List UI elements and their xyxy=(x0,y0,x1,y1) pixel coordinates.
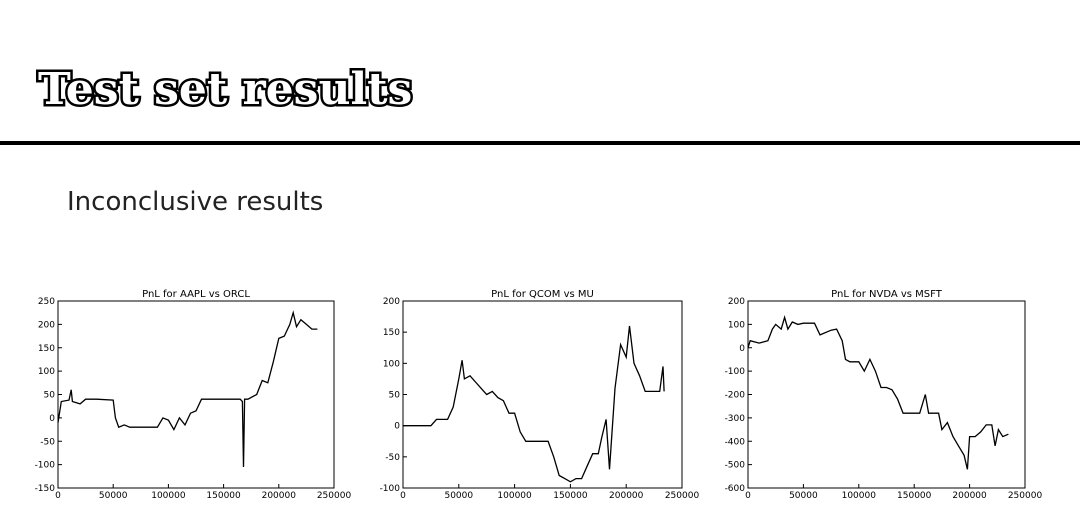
y-tick-label: 200 xyxy=(38,320,55,330)
plot-frame xyxy=(402,300,683,489)
x-tick-label: 50000 xyxy=(789,491,818,501)
y-tick-label: -200 xyxy=(725,391,746,401)
plot-frame xyxy=(747,300,1026,489)
pnl-line xyxy=(403,325,665,483)
x-tick-label: 0 xyxy=(400,491,406,501)
x-tick-label: 150000 xyxy=(206,491,241,501)
x-tick-label: 100000 xyxy=(497,491,532,501)
x-tick-label: 250000 xyxy=(317,491,352,501)
x-tick-label: 250000 xyxy=(1008,491,1043,501)
x-tick-label: 0 xyxy=(55,491,61,501)
slide-title: Test set results xyxy=(38,64,412,115)
y-tick-label: -100 xyxy=(380,484,401,494)
x-tick-label: 100000 xyxy=(151,491,186,501)
x-tick-label: 100000 xyxy=(842,491,877,501)
x-tick-label: 50000 xyxy=(444,491,473,501)
x-tick-label: 200000 xyxy=(609,491,644,501)
y-tick-label: 150 xyxy=(383,328,400,338)
y-tick-label: 200 xyxy=(728,297,745,307)
y-tick-label: 0 xyxy=(739,344,745,354)
y-tick-label: -400 xyxy=(725,437,746,447)
y-tick-label: 100 xyxy=(728,320,745,330)
x-tick-label: 150000 xyxy=(897,491,932,501)
subtitle: Inconclusive results xyxy=(67,187,323,217)
y-tick-label: 150 xyxy=(38,344,55,354)
y-tick-label: -100 xyxy=(725,367,746,377)
y-tick-label: 0 xyxy=(394,422,400,432)
y-tick-label: -150 xyxy=(35,484,56,494)
y-tick-label: -100 xyxy=(35,461,56,471)
y-tick-label: 100 xyxy=(38,367,55,377)
y-tick-label: 50 xyxy=(389,391,401,401)
plot-frame xyxy=(57,300,335,489)
y-tick-label: -600 xyxy=(725,484,746,494)
chart-title: PnL for AAPL vs ORCL xyxy=(142,289,250,300)
chart-title: PnL for QCOM vs MU xyxy=(491,289,594,300)
y-tick-label: 100 xyxy=(383,359,400,369)
y-tick-label: 50 xyxy=(44,391,56,401)
y-tick-label: -300 xyxy=(725,414,746,424)
divider xyxy=(0,141,1080,145)
x-tick-label: 200000 xyxy=(262,491,297,501)
y-tick-label: 0 xyxy=(49,414,55,424)
x-tick-label: 150000 xyxy=(553,491,588,501)
x-tick-label: 250000 xyxy=(665,491,700,501)
chart-title: PnL for NVDA vs MSFT xyxy=(831,289,943,300)
y-tick-label: 200 xyxy=(383,297,400,307)
pnl-line xyxy=(57,310,318,468)
pnl-line xyxy=(747,315,1009,470)
x-tick-label: 50000 xyxy=(99,491,128,501)
x-tick-label: 0 xyxy=(745,491,751,501)
y-tick-label: -50 xyxy=(40,437,55,447)
y-tick-label: 250 xyxy=(38,297,55,307)
y-tick-label: -500 xyxy=(725,461,746,471)
y-tick-label: -50 xyxy=(385,453,400,463)
x-tick-label: 200000 xyxy=(952,491,987,501)
